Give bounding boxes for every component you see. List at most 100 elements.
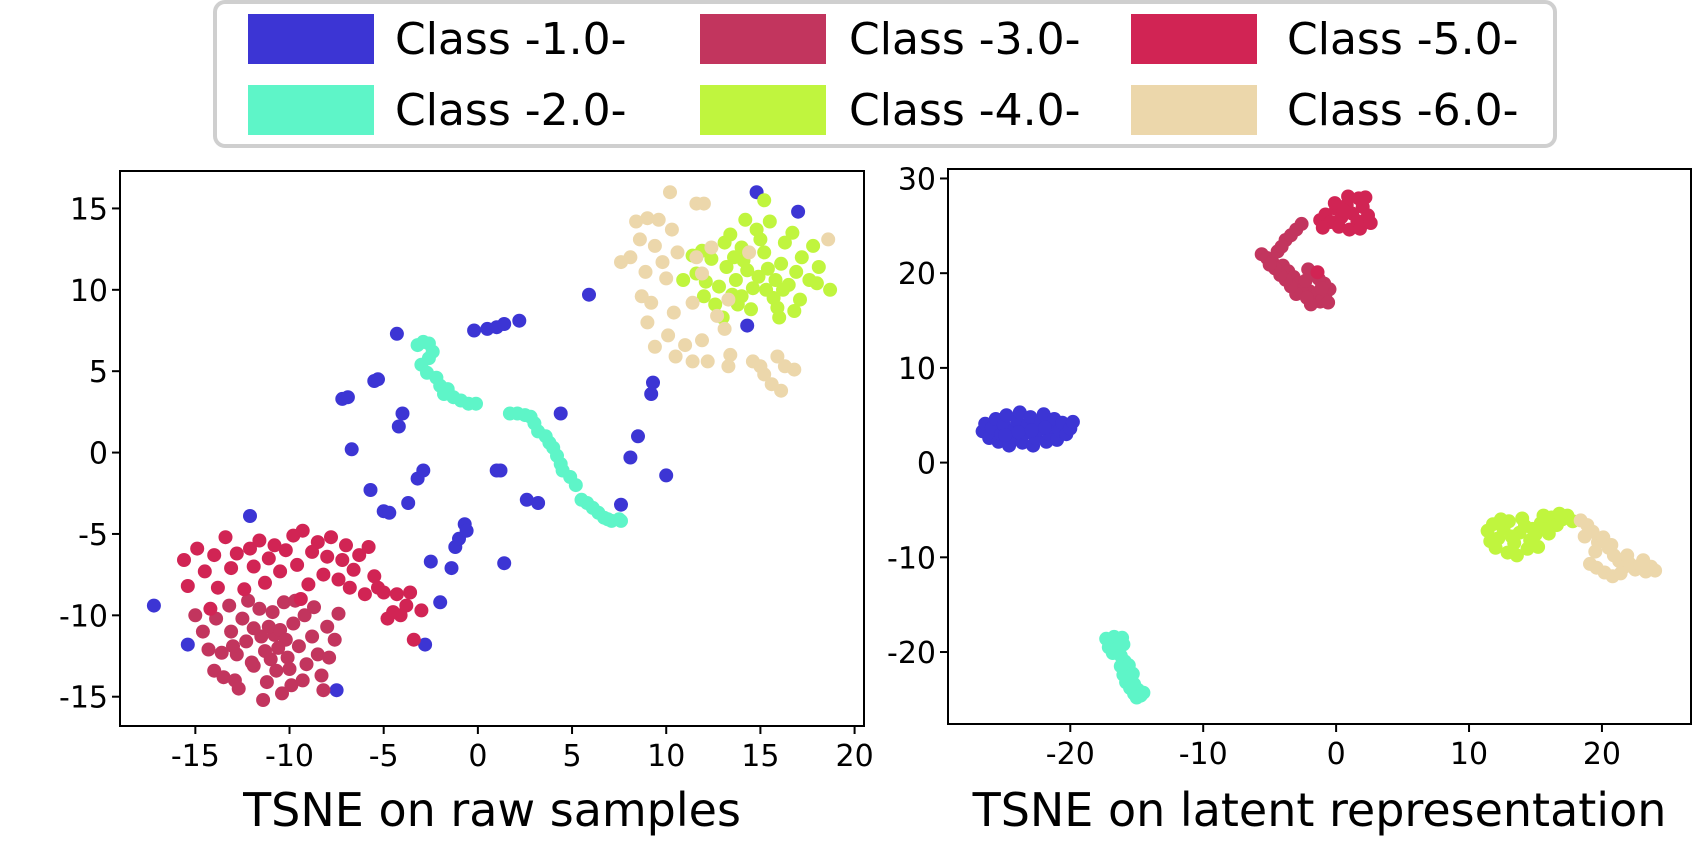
data-point (382, 505, 397, 520)
data-point (235, 611, 250, 626)
data-point (276, 595, 291, 610)
data-point (753, 359, 768, 374)
data-point (1023, 410, 1038, 425)
data-point (324, 530, 338, 545)
x-tick-label: 10 (647, 739, 685, 774)
data-point (646, 375, 660, 390)
data-point (177, 553, 191, 567)
data-point (721, 292, 736, 307)
data-point (1515, 511, 1530, 526)
data-point (401, 496, 416, 510)
data-point (261, 619, 276, 634)
plot-frame-raw (119, 170, 865, 727)
data-point (999, 408, 1014, 423)
data-point (1636, 553, 1651, 568)
x-axis-label: TSNE on latent representation (972, 783, 1667, 837)
data-point (320, 549, 335, 564)
data-point (1262, 257, 1277, 272)
y-tick-label: -10 (59, 599, 108, 634)
data-point (695, 333, 709, 348)
x-tick-label: -5 (369, 739, 399, 774)
data-point (710, 308, 725, 323)
data-point (1321, 295, 1336, 310)
data-point (719, 260, 734, 274)
data-point (717, 321, 732, 336)
data-point (661, 328, 676, 343)
data-point (367, 569, 382, 584)
x-tick-label: 5 (563, 739, 582, 774)
data-point (497, 317, 512, 331)
scatter-raw-samples: -15 -10 -5 0 5 10 15 20 15 10 5 0 -5 -10 -15 TSNE on ra… (59, 170, 874, 837)
data-point (1341, 189, 1356, 204)
data-point (188, 608, 203, 623)
series-latent-class-4 (1480, 506, 1580, 563)
data-point (1613, 566, 1628, 581)
data-point (721, 359, 736, 374)
data-point (391, 419, 406, 434)
data-point (519, 492, 534, 507)
data-point (246, 621, 261, 636)
data-point (314, 668, 329, 683)
data-point (275, 686, 289, 701)
data-point (568, 478, 583, 493)
data-point (512, 313, 527, 328)
data-point (201, 642, 216, 657)
data-point (229, 546, 244, 561)
data-point (640, 315, 655, 330)
data-point (663, 185, 677, 200)
data-point (708, 297, 723, 312)
x-tick-label: -10 (265, 739, 314, 774)
data-point (1294, 216, 1309, 231)
series-raw-class-6 (614, 185, 836, 398)
data-point (418, 637, 433, 652)
x-tick-label: -20 (1046, 737, 1095, 772)
data-point (757, 193, 772, 208)
data-point (614, 497, 628, 512)
data-point (998, 428, 1013, 443)
data-point (1541, 526, 1556, 541)
data-point (777, 235, 792, 250)
data-point (243, 509, 257, 523)
data-point (263, 652, 278, 667)
data-point (759, 282, 774, 297)
data-point (1298, 273, 1313, 288)
legend-swatch-class-2 (248, 85, 374, 135)
data-point (793, 292, 807, 307)
data-point (295, 673, 310, 688)
data-point (676, 273, 691, 287)
data-point (821, 232, 836, 247)
data-point (310, 535, 325, 550)
data-point (644, 295, 659, 310)
data-point (286, 616, 301, 631)
data-point (1036, 407, 1051, 422)
data-point (224, 561, 239, 576)
data-point (1299, 290, 1314, 305)
y-tick-label: 0 (89, 437, 108, 472)
data-point (293, 592, 308, 606)
data-point (395, 406, 410, 421)
data-point (331, 572, 346, 587)
x-tick-label: 20 (835, 739, 873, 774)
data-point (214, 645, 229, 660)
data-point (727, 250, 741, 265)
data-point (297, 608, 312, 623)
legend-label-class-4: Class -4.0- (849, 85, 1080, 136)
data-point (640, 211, 655, 226)
series-raw-class-1 (146, 185, 806, 698)
data-point (224, 624, 239, 639)
series-latent-class-1 (975, 405, 1080, 453)
data-point (280, 650, 295, 665)
data-point (271, 640, 286, 655)
data-point (651, 212, 666, 227)
data-point (316, 567, 331, 582)
y-tick-label: 30 (898, 162, 936, 197)
data-point (322, 650, 337, 665)
data-point (1648, 563, 1663, 578)
data-point (316, 683, 331, 698)
data-point (659, 271, 674, 286)
data-point (243, 541, 257, 556)
y-tick-label: -5 (78, 518, 108, 553)
data-point (1520, 541, 1535, 556)
data-point (712, 279, 726, 294)
data-point (1125, 666, 1140, 681)
